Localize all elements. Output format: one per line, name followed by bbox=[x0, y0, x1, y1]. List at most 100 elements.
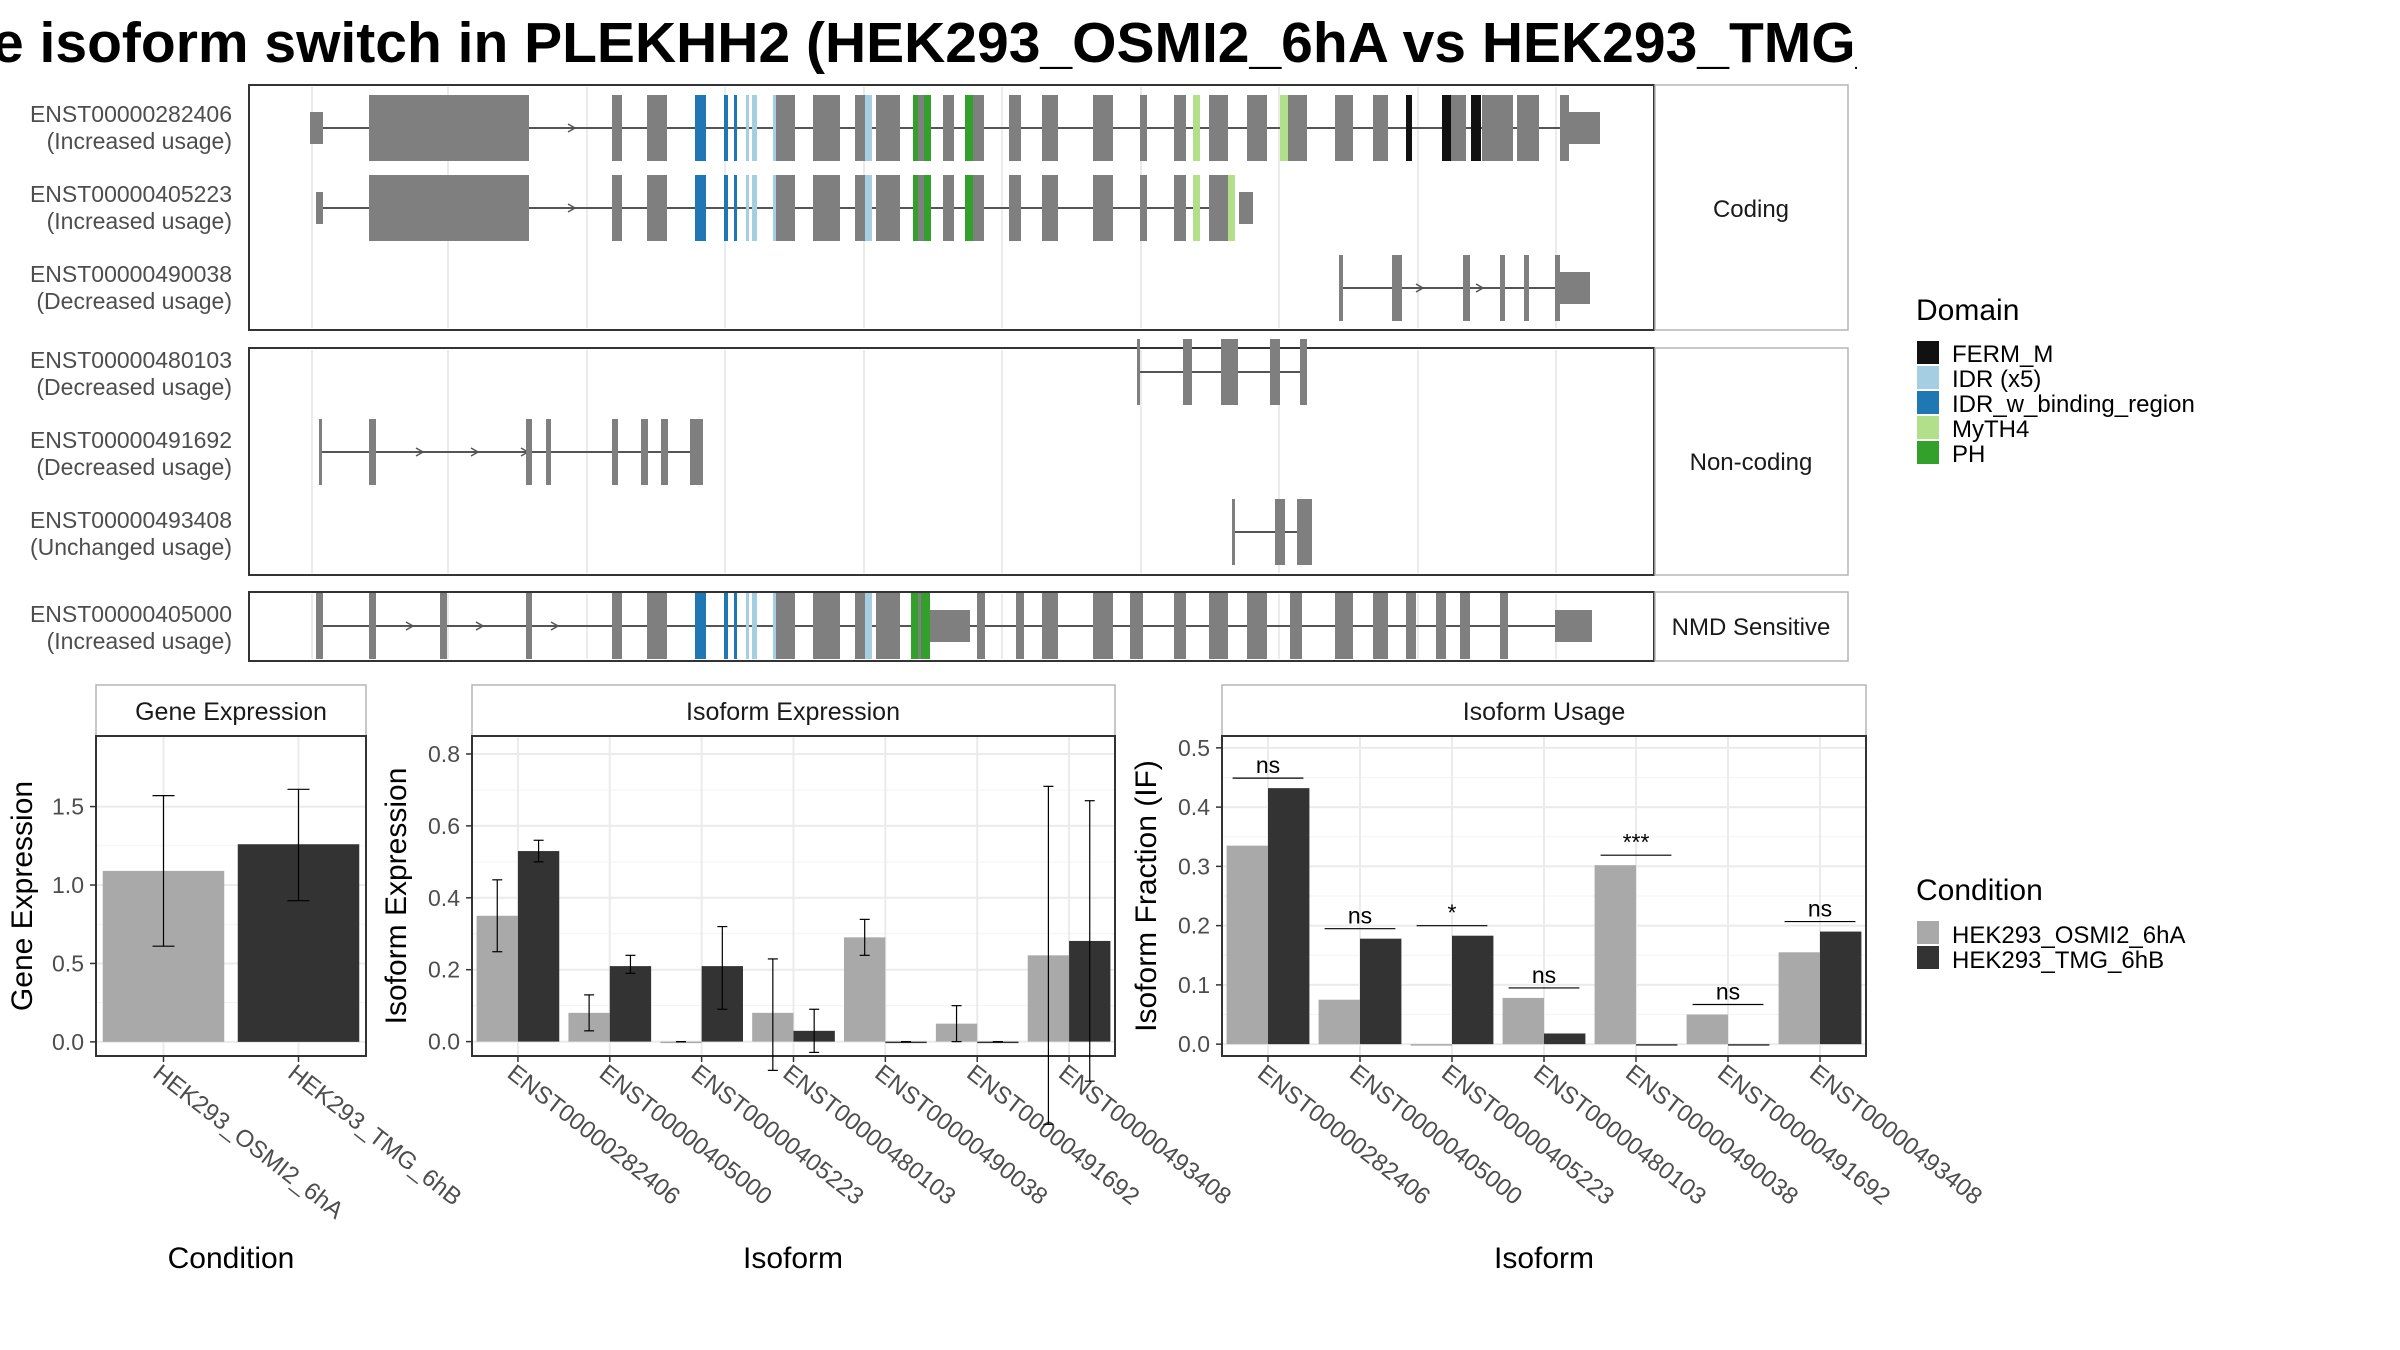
bar bbox=[1502, 997, 1544, 1045]
x-tick-label: ENST00000490038 bbox=[1620, 1059, 1803, 1210]
bar bbox=[1594, 865, 1636, 1045]
y-tick-label: 0.3 bbox=[1178, 853, 1210, 879]
domain-segment bbox=[752, 593, 757, 659]
exon bbox=[1183, 339, 1192, 405]
exon bbox=[855, 175, 865, 241]
exon bbox=[1436, 593, 1446, 659]
exon bbox=[641, 419, 648, 485]
exon bbox=[876, 175, 900, 241]
domain-segment bbox=[724, 95, 728, 161]
exon bbox=[1174, 175, 1186, 241]
exon bbox=[1373, 95, 1388, 161]
domain-segment bbox=[734, 95, 737, 161]
y-axis-label: Gene Expression bbox=[6, 781, 39, 1011]
legend-swatch bbox=[1917, 921, 1939, 944]
exon bbox=[1247, 95, 1267, 161]
domain-segment bbox=[746, 175, 749, 241]
legend-label: HEK293_OSMI2_6hA bbox=[1952, 922, 2185, 949]
y-tick-label: 0.0 bbox=[428, 1029, 460, 1055]
exon bbox=[1270, 339, 1280, 405]
x-tick-label: ENST00000405223 bbox=[686, 1059, 869, 1210]
domain-segment bbox=[724, 175, 728, 241]
transcript-track bbox=[1339, 255, 1590, 321]
bar bbox=[1778, 952, 1820, 1045]
domain-legend-title: Domain bbox=[1916, 294, 2019, 327]
y-tick-label: 1.5 bbox=[52, 794, 84, 820]
y-tick-label: 1.0 bbox=[52, 872, 84, 898]
y-tick-label: 0.6 bbox=[428, 813, 460, 839]
bar bbox=[1268, 788, 1310, 1045]
domain-segment bbox=[921, 593, 930, 659]
utr bbox=[1555, 610, 1592, 642]
y-tick-label: 0.5 bbox=[52, 950, 84, 976]
exon bbox=[1130, 593, 1143, 659]
domain-segment bbox=[865, 95, 872, 161]
exon bbox=[915, 175, 926, 241]
domain-legend: Domain FERM_M IDR (x5) IDR_w_binding_reg… bbox=[1916, 294, 2195, 468]
exon bbox=[1373, 593, 1388, 659]
exon bbox=[1463, 255, 1470, 321]
exon bbox=[1042, 175, 1058, 241]
domain-segment bbox=[695, 95, 706, 161]
strip bbox=[1221, 684, 1867, 737]
direction-arrow bbox=[470, 447, 480, 457]
strip bbox=[471, 684, 1116, 737]
domain-segment bbox=[746, 593, 749, 659]
domain-segment bbox=[724, 593, 728, 659]
domain-segment bbox=[1471, 95, 1481, 161]
legend-label: MyTH4 bbox=[1952, 416, 2029, 443]
domain-segment bbox=[773, 593, 776, 659]
domain-segment bbox=[752, 175, 757, 241]
direction-arrow bbox=[1415, 283, 1425, 293]
exon bbox=[1042, 593, 1058, 659]
x-tick-label: ENST00000480103 bbox=[1528, 1059, 1711, 1210]
utr bbox=[1560, 272, 1590, 304]
transcript-track bbox=[316, 175, 1253, 241]
exon bbox=[773, 95, 795, 161]
domain-segment bbox=[695, 175, 706, 241]
exon bbox=[813, 593, 840, 659]
exon bbox=[319, 419, 322, 485]
transcript-label: ENST00000480103 (Decreased usage) bbox=[30, 347, 232, 400]
bar bbox=[1820, 931, 1862, 1045]
exon bbox=[647, 175, 667, 241]
bar bbox=[1410, 1044, 1452, 1046]
domain-segment bbox=[1280, 95, 1288, 161]
utr bbox=[310, 112, 323, 144]
exon bbox=[1093, 95, 1113, 161]
transcript-label: ENST00000490038 (Decreased usage) bbox=[30, 261, 232, 314]
exon bbox=[526, 593, 532, 659]
domain-segment bbox=[1442, 95, 1451, 161]
bar bbox=[517, 851, 560, 1042]
transcript-label: ENST00000493408 (Unchanged usage) bbox=[30, 507, 232, 560]
domain-segment bbox=[913, 175, 918, 241]
bar bbox=[1318, 999, 1360, 1045]
x-tick-label: ENST00000493408 bbox=[1804, 1059, 1987, 1210]
x-tick-label: ENST00000405223 bbox=[1436, 1059, 1619, 1210]
exon bbox=[1247, 593, 1267, 659]
y-tick-label: 0.8 bbox=[428, 741, 460, 767]
noncoding-strip-label: Non-coding bbox=[1690, 449, 1813, 476]
significance-label: * bbox=[1448, 900, 1457, 926]
exon bbox=[440, 593, 447, 659]
exon bbox=[612, 95, 622, 161]
transcript-label: ENST00000282406 (Increased usage) bbox=[30, 101, 232, 154]
utr bbox=[1560, 112, 1600, 144]
significance-label: ns bbox=[1716, 979, 1740, 1005]
utr bbox=[930, 610, 970, 642]
legend-label: PH bbox=[1952, 441, 1985, 468]
exon bbox=[1174, 95, 1186, 161]
domain-segment bbox=[1193, 95, 1200, 161]
significance-label: ns bbox=[1808, 896, 1832, 922]
legend-label: FERM_M bbox=[1952, 341, 2053, 368]
exon bbox=[612, 175, 622, 241]
domain-segment bbox=[911, 593, 918, 659]
nmd-strip-label: NMD Sensitive bbox=[1672, 614, 1831, 641]
exon bbox=[1042, 95, 1058, 161]
exon bbox=[647, 95, 667, 161]
transcript-structure: Coding Non-coding NMD Sensitive ENST0000… bbox=[30, 84, 1849, 662]
x-tick-label: ENST00000405000 bbox=[1344, 1059, 1527, 1210]
transcript-track bbox=[319, 419, 703, 485]
direction-arrow bbox=[415, 447, 425, 457]
exon bbox=[1297, 499, 1312, 565]
